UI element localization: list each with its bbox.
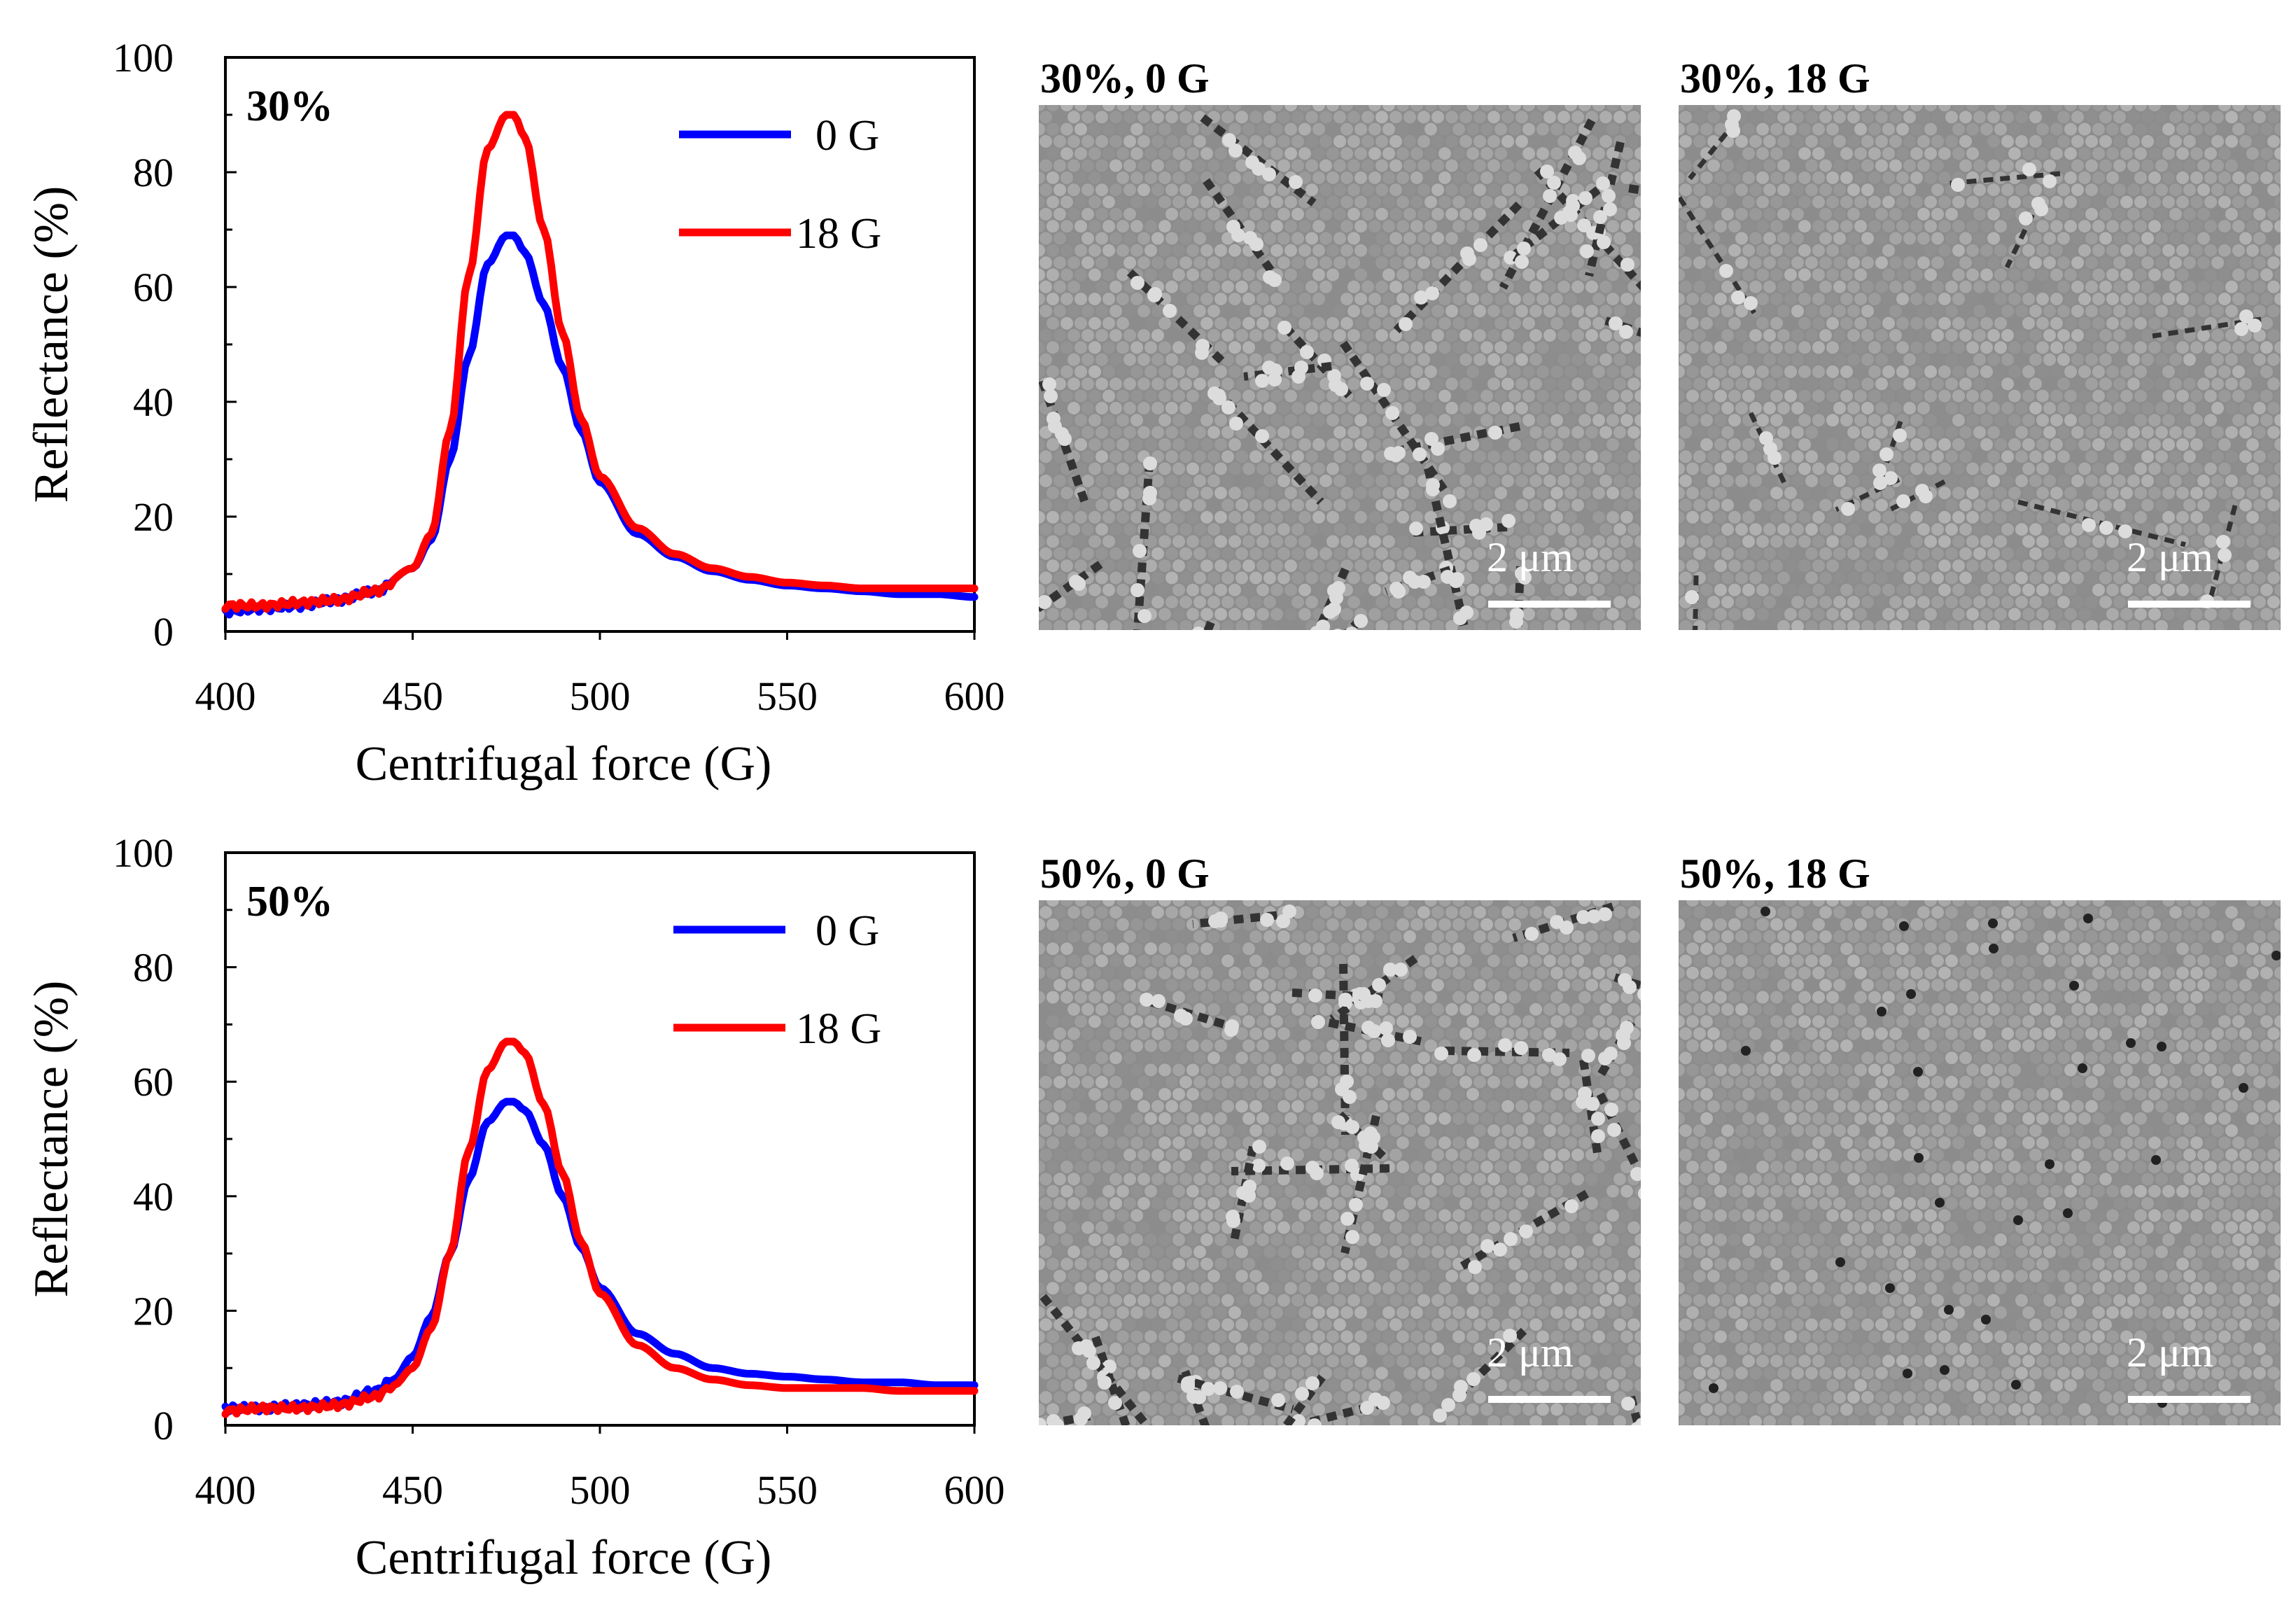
scale-bar-label: 2 μm [2127, 534, 2213, 580]
sem-image-50-18g: 2 μm [1679, 900, 2281, 1425]
scale-bar [2128, 1396, 2250, 1403]
panel-label: 50% [246, 878, 333, 925]
x-tick-label: 600 [944, 1467, 1005, 1513]
y-tick-label: 100 [113, 35, 174, 81]
x-tick-label: 500 [570, 1467, 631, 1513]
legend-label: 0 G [816, 112, 879, 160]
sem-defects [1679, 109, 2262, 630]
sem-title-50-0g: 50%, 0 G [1040, 851, 1210, 897]
sem-title-30-18g: 30%, 18 G [1680, 55, 1870, 102]
sem-micrograph [1679, 105, 2281, 630]
x-axis-label: Centrifugal force (G) [356, 737, 772, 791]
y-tick-label: 40 [133, 379, 174, 425]
y-axis-label: Reflectance (%) [24, 186, 78, 503]
x-tick-label: 600 [944, 673, 1005, 719]
scale-bar-label: 2 μm [2127, 1329, 2213, 1376]
sem-image-50-0g: 2 μm [1039, 900, 1641, 1425]
scale-bar [2128, 601, 2250, 608]
y-tick-label: 40 [133, 1174, 174, 1219]
legend-label: 18 G [796, 210, 881, 258]
series-line-0g [221, 1098, 979, 1415]
sem-defects [1709, 907, 2281, 1408]
y-axis-label: Reflectance (%) [24, 981, 78, 1298]
y-tick-label: 0 [153, 609, 174, 655]
sem-micrograph [1679, 900, 2281, 1425]
reflectance-chart-50: 0 20 40 60 80 100 400 450 500 550 600 Centrifugal f… [24, 830, 1005, 1585]
x-axis-label: Centrifugal force (G) [356, 1531, 772, 1585]
sem-spheres [1679, 105, 2281, 630]
sem-title-30-0g: 30%, 0 G [1040, 55, 1210, 102]
x-tick-label: 400 [195, 673, 256, 719]
y-tick-label: 60 [133, 1059, 174, 1105]
scale-bar [1488, 1396, 1611, 1403]
y-tick-label: 20 [133, 494, 174, 540]
y-tick-label: 0 [153, 1403, 174, 1448]
legend-label: 0 G [816, 907, 879, 955]
sem-micrograph [1039, 105, 1641, 630]
reflectance-chart-30: 0 20 40 60 80 100 400 450 500 550 600 Centrifugal f… [24, 35, 1005, 791]
sem-title-50-18g: 50%, 18 G [1680, 851, 1870, 897]
sem-image-30-0g: 2 μm [1039, 105, 1641, 630]
sem-defects [1039, 902, 1641, 1425]
y-tick-label: 60 [133, 265, 174, 310]
scale-bar [1488, 601, 1611, 608]
x-tick-label: 450 [382, 673, 443, 719]
sem-micrograph [1039, 900, 1641, 1425]
sem-defects [1039, 114, 1641, 630]
y-tick-label: 20 [133, 1288, 174, 1334]
series-line-18g [221, 1037, 979, 1418]
x-tick-label: 500 [570, 673, 631, 719]
scale-bar-label: 2 μm [1487, 534, 1574, 580]
y-tick-label: 80 [133, 945, 174, 991]
legend-label: 18 G [796, 1005, 881, 1053]
series-line-18g [221, 111, 979, 613]
scale-bar-label: 2 μm [1487, 1329, 1574, 1376]
x-tick-label: 550 [757, 1467, 818, 1513]
y-tick-label: 100 [113, 830, 174, 876]
y-tick-label: 80 [133, 150, 174, 195]
x-tick-label: 450 [382, 1467, 443, 1513]
sem-spheres [1679, 900, 2281, 1425]
panel-label: 30% [246, 83, 333, 130]
x-tick-label: 550 [757, 673, 818, 719]
x-tick-label: 400 [195, 1467, 256, 1513]
sem-image-30-18g: 2 μm [1679, 105, 2281, 630]
